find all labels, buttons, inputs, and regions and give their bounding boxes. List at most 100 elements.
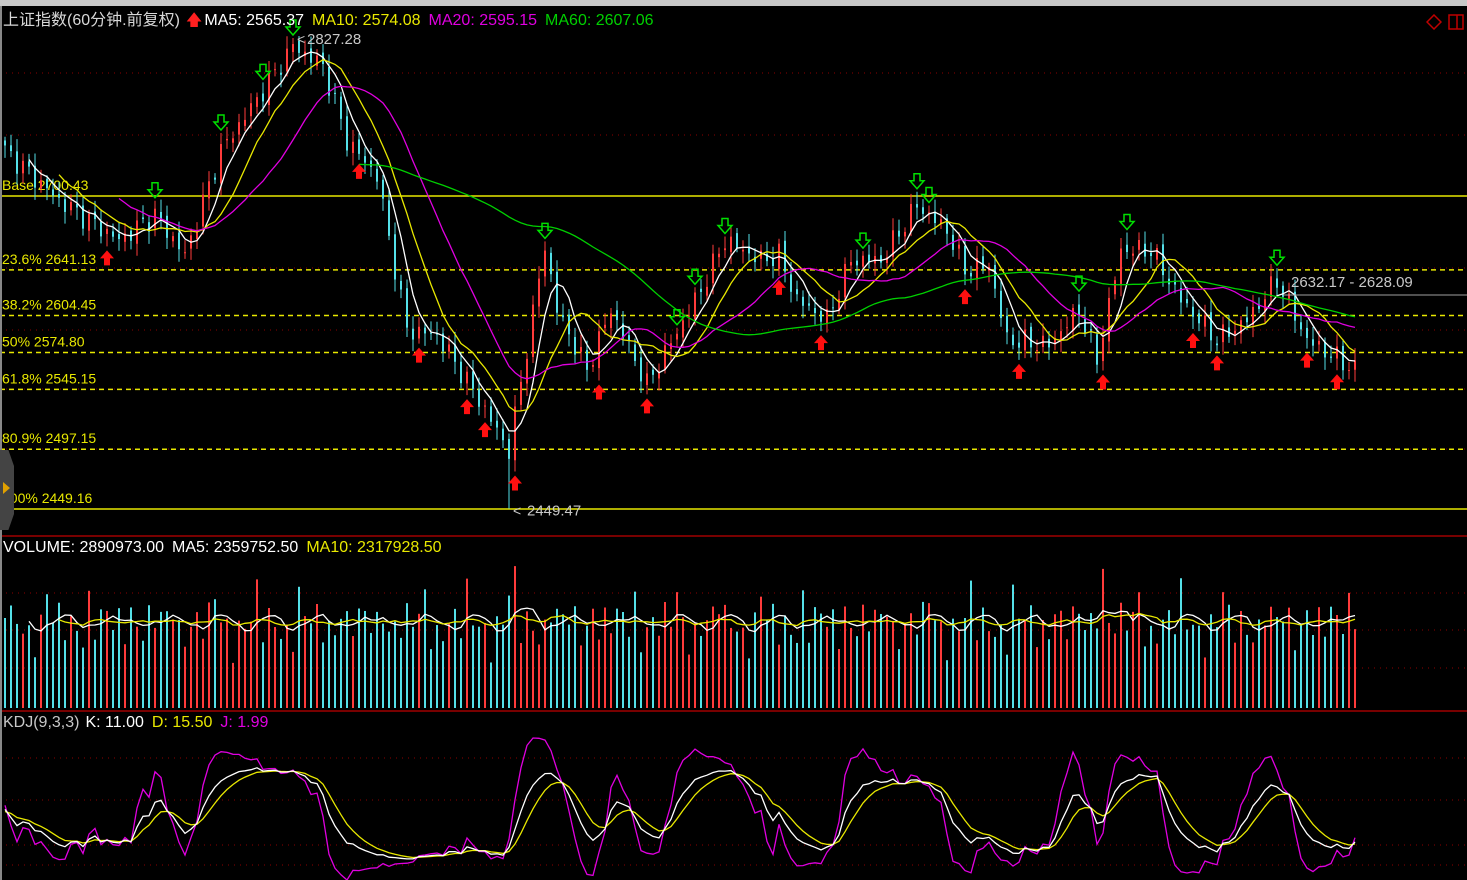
- candle-body: [106, 228, 108, 234]
- candle-body: [334, 92, 336, 94]
- price-annotation: 2827.28: [307, 31, 361, 48]
- candle-body: [844, 263, 846, 298]
- candle-body: [694, 292, 696, 320]
- candle-body: [352, 141, 354, 153]
- sell-signal-down-arrow-icon: [1118, 213, 1136, 231]
- expand-arrow-icon[interactable]: [3, 482, 10, 494]
- candle-body: [796, 289, 798, 295]
- candle-body: [790, 274, 792, 292]
- split-view-icon[interactable]: [1448, 14, 1464, 30]
- sell-signal-down-arrow-icon: [854, 232, 872, 250]
- stock-chart[interactable]: Base 2700.43 23.6% 2641.13 38.2% 2604.45 50…: [0, 6, 1467, 880]
- candle-body: [154, 208, 156, 229]
- ma5-line: [28, 51, 1356, 432]
- candle-body: [766, 253, 768, 262]
- volume-value: VOLUME: 2890973.00: [3, 539, 164, 556]
- candle-body: [658, 372, 660, 379]
- kdj-k: K: 11.00: [85, 714, 144, 731]
- candle-body: [946, 218, 948, 234]
- candle-body: [598, 331, 600, 369]
- candle-body: [1234, 330, 1236, 334]
- buy-signal-up-arrow-icon: [1330, 374, 1344, 390]
- candle-body: [1060, 331, 1062, 342]
- candle-body: [64, 199, 66, 212]
- candle-body: [976, 258, 978, 279]
- volume-ma5-line: [28, 607, 1356, 633]
- volume-header: VOLUME: 2890973.00 MA5: 2359752.50 MA10: 2…: [3, 539, 450, 557]
- candle-body: [562, 315, 564, 318]
- sell-signal-down-arrow-icon: [284, 19, 302, 37]
- candle-body: [268, 72, 270, 106]
- candle-body: [880, 255, 882, 263]
- candle-body: [1318, 340, 1320, 345]
- candle-body: [1222, 324, 1224, 343]
- candle-body: [1006, 315, 1008, 333]
- kdj-d: D: 15.50: [151, 714, 213, 731]
- candle-body: [574, 337, 576, 355]
- candle-body: [466, 371, 468, 384]
- candle-body: [370, 160, 372, 167]
- candle-body: [118, 234, 120, 240]
- candle-body: [484, 405, 486, 407]
- sell-signal-down-arrow-icon: [668, 308, 686, 326]
- diamond-icon[interactable]: [1426, 14, 1442, 30]
- candle-body: [142, 217, 144, 220]
- sell-signal-down-arrow-icon: [254, 63, 272, 81]
- candle-body: [964, 246, 966, 275]
- candle-body: [1090, 329, 1092, 331]
- candle-body: [526, 358, 528, 384]
- candle-body: [160, 211, 162, 220]
- candle-body: [244, 119, 246, 126]
- price-annotation: 2632.17 - 2628.09: [1291, 274, 1413, 291]
- kdj-name: KDJ(9,3,3): [3, 714, 80, 731]
- buy-signal-up-arrow-icon: [640, 398, 654, 414]
- candle-body: [226, 138, 228, 141]
- candle-body: [1342, 345, 1344, 371]
- candle-body: [592, 365, 594, 367]
- candle-body: [1216, 343, 1218, 346]
- candle-body: [328, 66, 330, 96]
- candle-body: [1024, 329, 1026, 351]
- candle-body: [436, 333, 438, 335]
- candle-body: [454, 344, 456, 362]
- candle-body: [832, 307, 834, 309]
- candle-body: [1126, 244, 1128, 253]
- candle-body: [1066, 327, 1068, 329]
- candle-body: [922, 207, 924, 214]
- candle-body: [838, 298, 840, 311]
- candle-body: [172, 236, 174, 242]
- candle-body: [550, 252, 552, 275]
- left-edge-scrollbar[interactable]: [0, 6, 2, 880]
- candle-body: [100, 221, 102, 237]
- candle-body: [448, 344, 450, 352]
- candle-body: [1252, 306, 1254, 325]
- candle-body: [862, 255, 864, 267]
- candle-body: [490, 406, 492, 422]
- candle-body: [1072, 307, 1074, 331]
- kdj-header: KDJ(9,3,3) K: 11.00 D: 15.50 J: 1.99: [3, 714, 276, 732]
- candle-body: [124, 233, 126, 242]
- candle-body: [76, 203, 78, 208]
- ma20-line: [118, 85, 1356, 380]
- candle-body: [166, 215, 168, 238]
- candle-body: [292, 44, 294, 53]
- candle-body: [16, 151, 18, 174]
- candle-body: [280, 72, 282, 75]
- candle-body: [652, 369, 654, 375]
- candle-body: [1084, 319, 1086, 333]
- volume-ma5: MA5: 2359752.50: [172, 539, 299, 556]
- candle-body: [1324, 341, 1326, 358]
- candle-body: [442, 333, 444, 352]
- candle-body: [28, 161, 30, 167]
- candle-body: [1354, 360, 1356, 370]
- candle-body: [628, 335, 630, 341]
- candle-body: [136, 220, 138, 244]
- buy-signal-up-arrow-icon: [1186, 332, 1200, 348]
- candle-body: [892, 230, 894, 257]
- candle-body: [808, 303, 810, 306]
- candle-body: [586, 349, 588, 370]
- ma10-value: MA10: 2574.08: [311, 12, 421, 29]
- candle-body: [364, 156, 366, 163]
- candle-body: [472, 371, 474, 389]
- candle-body: [634, 344, 636, 361]
